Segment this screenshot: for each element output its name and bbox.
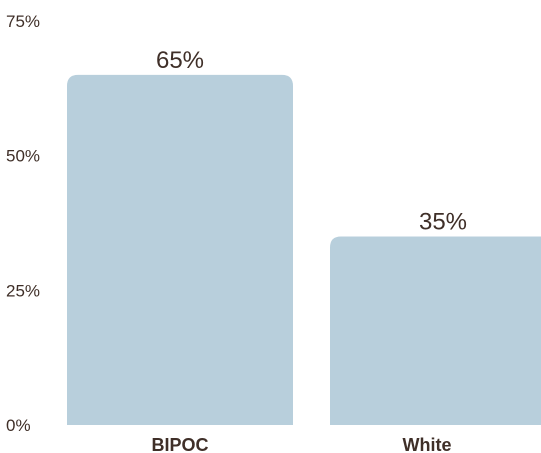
y-tick-label-50: 50%	[6, 147, 40, 166]
data-labels-group: 65% 35%	[156, 47, 467, 236]
data-label-bipoc: 65%	[156, 47, 204, 74]
y-tick-label-75: 75%	[6, 12, 40, 31]
y-axis-ticks: 0% 25% 50% 75%	[6, 12, 40, 435]
y-tick-label-0: 0%	[6, 416, 31, 435]
data-label-white: 35%	[419, 208, 467, 235]
bar-white	[330, 236, 541, 425]
bars-group	[67, 74, 541, 425]
bar-bipoc	[67, 74, 293, 425]
category-labels-group: BIPOC White	[151, 435, 451, 453]
y-tick-label-25: 25%	[6, 281, 40, 300]
category-label-white: White	[403, 435, 452, 453]
category-label-bipoc: BIPOC	[151, 435, 208, 453]
